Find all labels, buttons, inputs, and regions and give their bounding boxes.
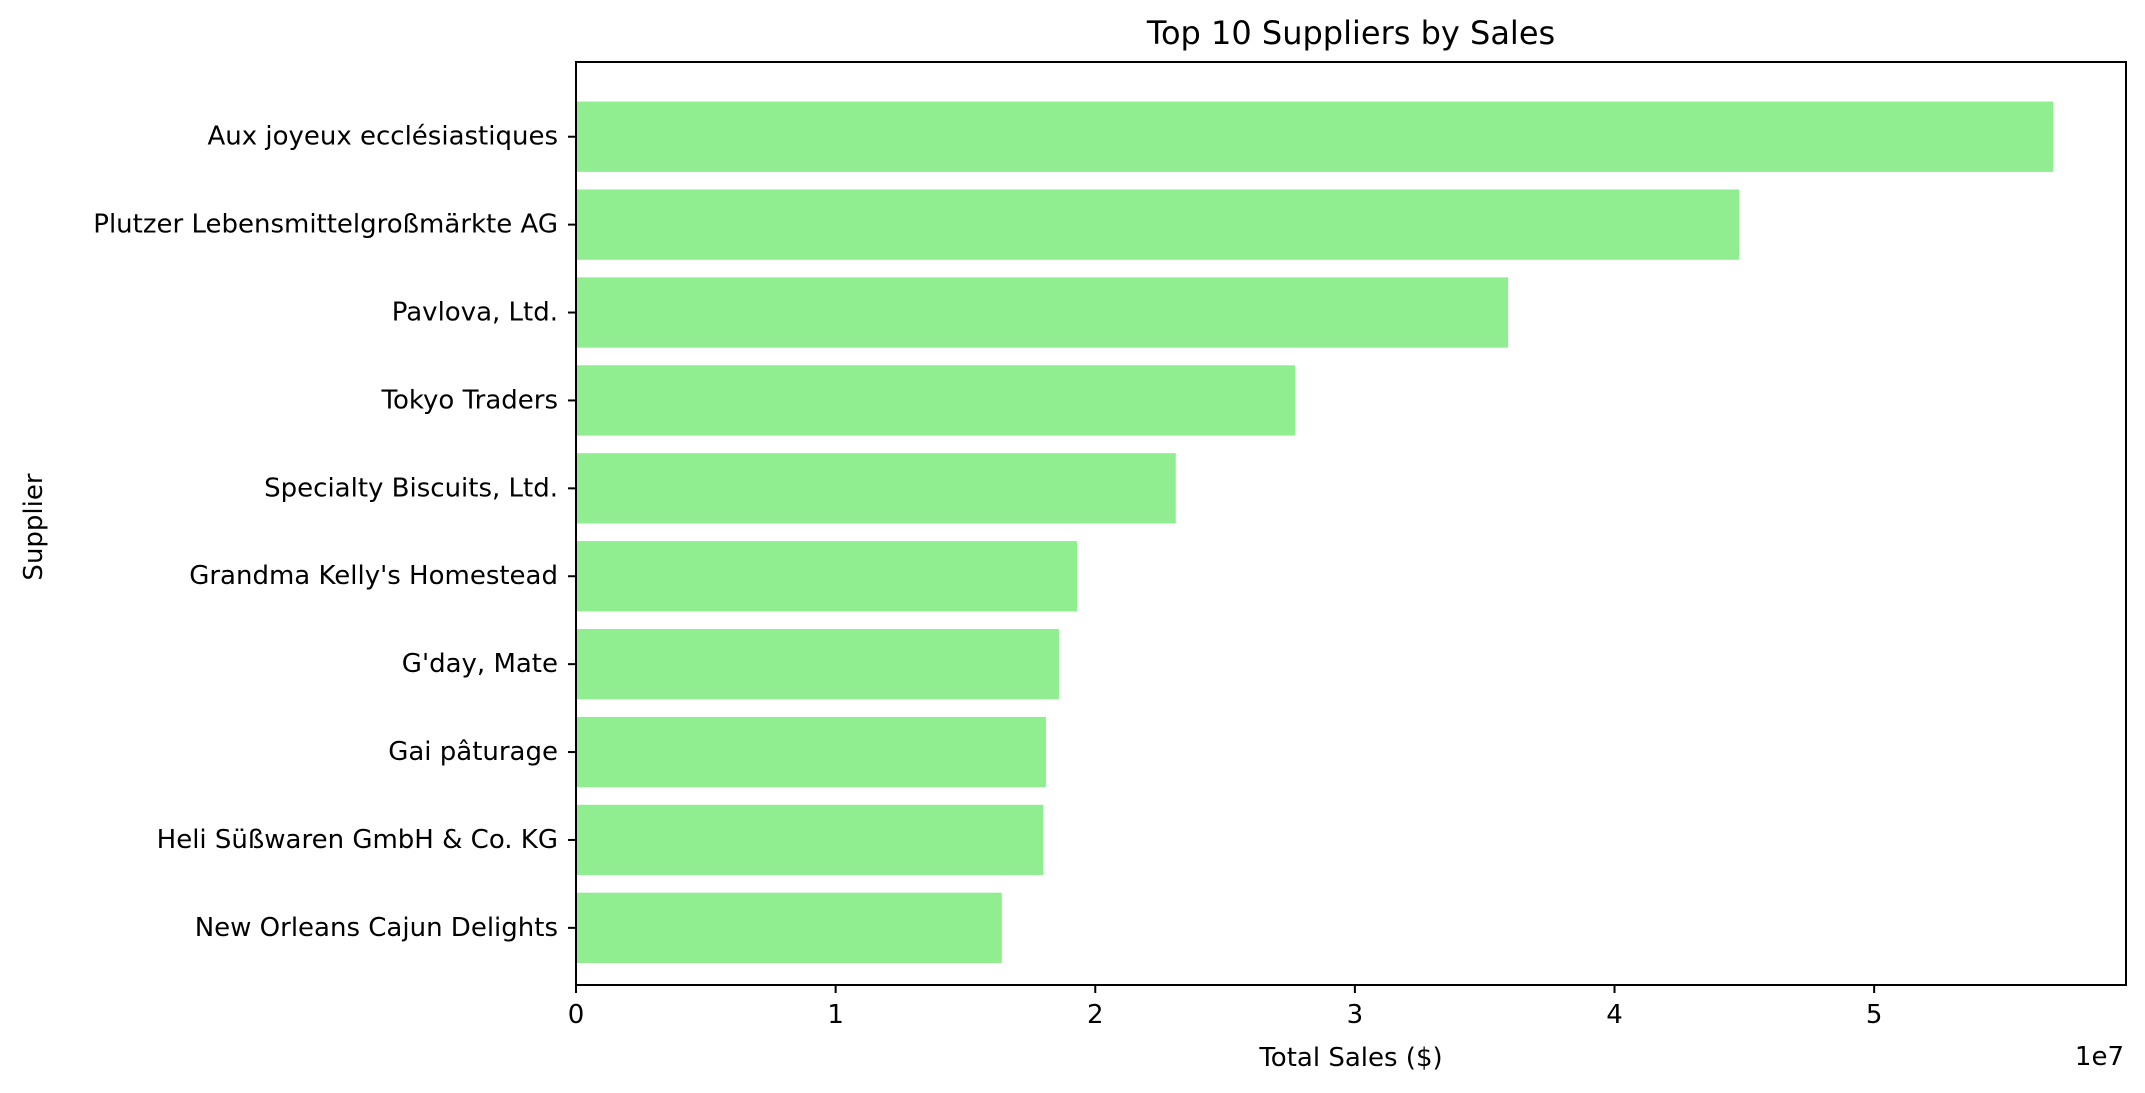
y-tick-label: Pavlova, Ltd. — [392, 298, 558, 328]
y-axis: Aux joyeux ecclésiastiques Plutzer Lebens… — [93, 122, 576, 943]
bar — [576, 277, 1509, 348]
x-tick-label: 5 — [1866, 1000, 1883, 1030]
chart-title: Top 10 Suppliers by Sales — [1146, 14, 1555, 52]
bar — [576, 101, 2054, 172]
y-axis-label: Supplier — [19, 473, 49, 580]
x-tick-label: 1 — [827, 1000, 844, 1030]
bar — [576, 453, 1176, 524]
x-axis-offset-label: 1e7 — [2075, 1042, 2124, 1072]
y-tick-label: New Orleans Cajun Delights — [195, 913, 558, 943]
x-tick-label: 4 — [1606, 1000, 1623, 1030]
bar — [576, 189, 1740, 260]
plot-frame — [575, 61, 2127, 986]
x-tick-label: 0 — [568, 1000, 585, 1030]
x-axis-label: Total Sales ($) — [1258, 1043, 1442, 1073]
x-tick-label: 2 — [1087, 1000, 1104, 1030]
bars-layer — [576, 101, 2054, 964]
y-tick-label: Specialty Biscuits, Ltd. — [264, 473, 558, 503]
y-tick-label: Tokyo Traders — [381, 385, 558, 415]
bar — [576, 804, 1044, 876]
x-tick-label: 3 — [1347, 1000, 1364, 1030]
bar — [576, 541, 1078, 612]
x-axis: 0 1 2 3 4 5 — [568, 985, 1883, 1030]
y-tick-label: Heli Süßwaren GmbH & Co. KG — [157, 825, 558, 855]
y-tick-label: Grandma Kelly's Homestead — [189, 561, 558, 591]
bar — [576, 716, 1046, 788]
y-tick-label: Gai pâturage — [388, 737, 558, 767]
bar — [576, 892, 1002, 964]
y-tick-label: G'day, Mate — [402, 649, 558, 679]
y-tick-label: Plutzer Lebensmittelgroßmärkte AG — [93, 210, 558, 240]
bar — [576, 365, 1296, 436]
bar — [576, 628, 1059, 700]
y-tick-label: Aux joyeux ecclésiastiques — [207, 122, 558, 152]
